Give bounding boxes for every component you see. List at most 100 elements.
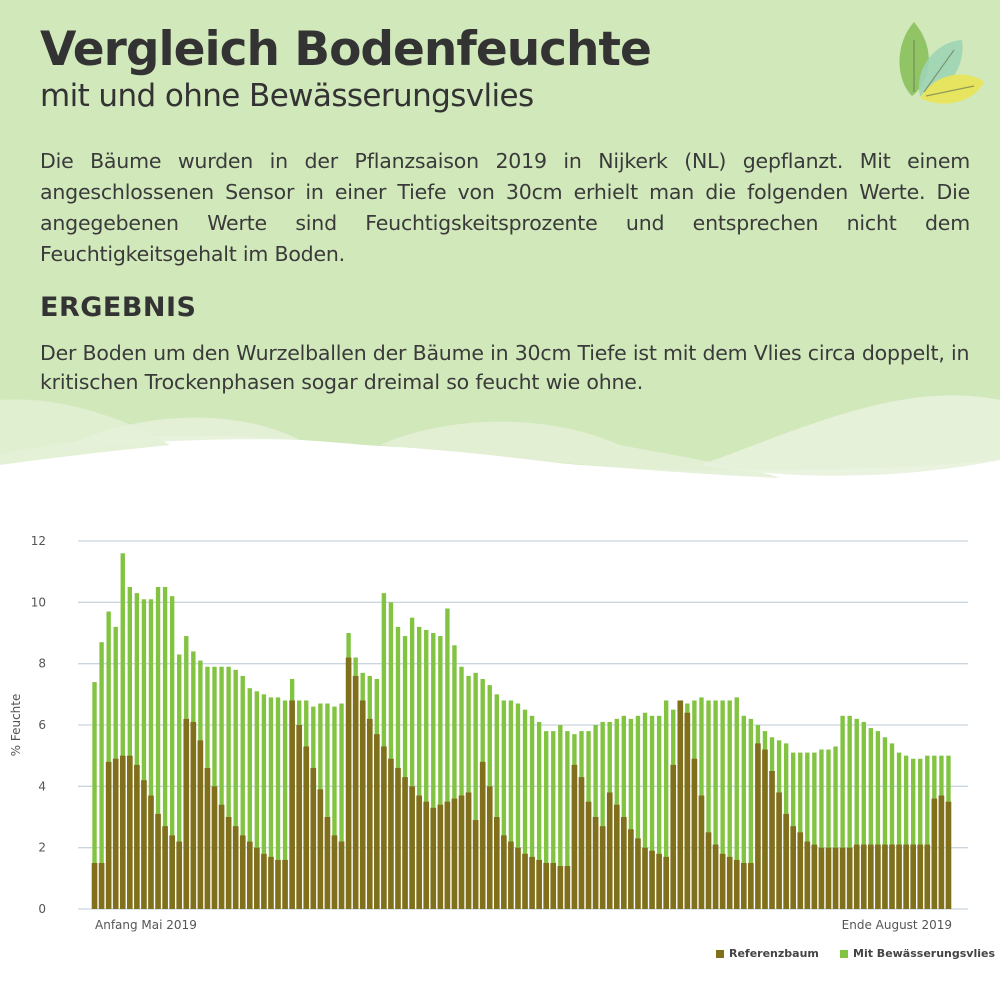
bar-vlies bbox=[155, 587, 161, 909]
bar-referenz bbox=[126, 755, 133, 909]
page-title: Vergleich Bodenfeuchte bbox=[40, 22, 652, 77]
bar-referenz bbox=[628, 829, 634, 909]
bar-vlies bbox=[106, 611, 111, 909]
bar-referenz bbox=[268, 856, 274, 909]
bar-vlies bbox=[628, 718, 634, 909]
bar-vlies bbox=[896, 752, 902, 909]
bar-vlies bbox=[819, 749, 824, 909]
bar-referenz bbox=[190, 721, 197, 909]
bar-referenz bbox=[606, 792, 613, 909]
bar-referenz bbox=[416, 795, 422, 909]
bar-referenz bbox=[465, 792, 472, 909]
bar-vlies bbox=[706, 700, 711, 909]
bar-referenz bbox=[119, 755, 126, 909]
bar-vlies bbox=[529, 715, 535, 909]
bar-vlies bbox=[741, 715, 746, 909]
bar-referenz bbox=[599, 826, 606, 909]
bar-vlies bbox=[268, 697, 274, 909]
bar-referenz bbox=[797, 832, 804, 909]
bar-referenz bbox=[218, 804, 225, 909]
bar-referenz bbox=[289, 700, 295, 909]
bar-referenz bbox=[705, 832, 712, 909]
bar-vlies bbox=[882, 737, 888, 909]
bar-referenz bbox=[804, 841, 811, 909]
bar-referenz bbox=[352, 675, 359, 909]
bar-referenz bbox=[536, 859, 542, 909]
bar-vlies bbox=[840, 715, 845, 909]
bar-vlies bbox=[177, 654, 182, 909]
bar-referenz bbox=[148, 795, 154, 909]
bar-vlies bbox=[889, 743, 895, 909]
bar-referenz bbox=[345, 657, 352, 909]
y-tick-label: 6 bbox=[38, 718, 46, 732]
bar-referenz bbox=[564, 866, 571, 909]
bar-referenz bbox=[430, 807, 437, 909]
bar-vlies bbox=[424, 629, 429, 909]
bar-vlies bbox=[551, 731, 556, 909]
bar-referenz bbox=[338, 841, 345, 909]
bar-referenz bbox=[578, 777, 585, 909]
bar-referenz bbox=[649, 850, 655, 909]
bars bbox=[91, 553, 952, 909]
bar-referenz bbox=[663, 856, 669, 909]
bar-vlies bbox=[903, 755, 909, 909]
bar-referenz bbox=[261, 853, 267, 909]
bar-referenz bbox=[818, 847, 825, 909]
bar-vlies bbox=[219, 666, 224, 909]
moisture-chart: 0 2 4 6 8 10 12 % Feuchte Anfang Mai 2019 Ende Au… bbox=[0, 520, 1000, 1000]
bar-referenz bbox=[451, 798, 458, 909]
bar-referenz bbox=[197, 740, 204, 909]
bar-referenz bbox=[691, 758, 698, 909]
bar-referenz bbox=[310, 767, 317, 909]
bar-referenz bbox=[557, 866, 564, 909]
bar-vlies bbox=[431, 633, 436, 909]
bar-referenz bbox=[924, 844, 931, 909]
bar-referenz bbox=[508, 841, 514, 909]
bar-referenz bbox=[388, 758, 394, 909]
bar-referenz bbox=[112, 758, 119, 909]
bar-referenz bbox=[726, 856, 733, 909]
bar-referenz bbox=[670, 764, 677, 909]
bar-referenz bbox=[381, 746, 387, 909]
bar-vlies bbox=[663, 700, 669, 909]
bar-referenz bbox=[931, 798, 938, 909]
bar-vlies bbox=[473, 672, 478, 909]
legend-label-vlies: Mit Bewässerungsvlies bbox=[853, 947, 996, 960]
legend-item-referenz: Referenzbaum bbox=[716, 947, 819, 960]
bar-vlies bbox=[99, 642, 104, 909]
bar-referenz bbox=[275, 859, 281, 909]
bar-referenz bbox=[656, 853, 662, 909]
bar-vlies bbox=[127, 587, 133, 909]
bar-referenz bbox=[762, 749, 768, 909]
bar-vlies bbox=[861, 721, 866, 909]
bar-vlies bbox=[134, 593, 140, 909]
bar-vlies bbox=[162, 587, 168, 909]
bar-vlies bbox=[438, 636, 443, 909]
bar-vlies bbox=[565, 731, 570, 909]
chart-svg: 0 2 4 6 8 10 12 % Feuchte Anfang Mai 2019 Ende Au… bbox=[9, 534, 968, 932]
x-tick-label: Ende August 2019 bbox=[842, 918, 952, 932]
bar-vlies bbox=[522, 709, 528, 909]
bar-vlies bbox=[494, 694, 499, 909]
bar-referenz bbox=[515, 847, 521, 909]
bar-vlies bbox=[713, 700, 718, 909]
bar-referenz bbox=[846, 847, 853, 909]
bar-referenz bbox=[402, 777, 408, 909]
bar-vlies bbox=[649, 715, 655, 909]
bar-vlies bbox=[339, 703, 344, 909]
bar-vlies bbox=[720, 700, 725, 909]
bar-referenz bbox=[458, 795, 465, 909]
bar-referenz bbox=[479, 761, 486, 909]
bar-referenz bbox=[860, 844, 867, 909]
bar-vlies bbox=[868, 728, 874, 909]
bar-vlies bbox=[544, 731, 549, 909]
bar-vlies bbox=[169, 596, 175, 909]
bar-referenz bbox=[91, 863, 98, 909]
bar-referenz bbox=[769, 771, 775, 909]
bar-referenz bbox=[204, 767, 211, 909]
bar-vlies bbox=[656, 715, 662, 909]
axis-labels: 0 2 4 6 8 10 12 % Feuchte Anfang Mai 2019 Ende Au… bbox=[9, 534, 952, 932]
bar-referenz bbox=[613, 804, 620, 909]
bar-vlies bbox=[854, 718, 859, 909]
bar-referenz bbox=[105, 761, 112, 909]
